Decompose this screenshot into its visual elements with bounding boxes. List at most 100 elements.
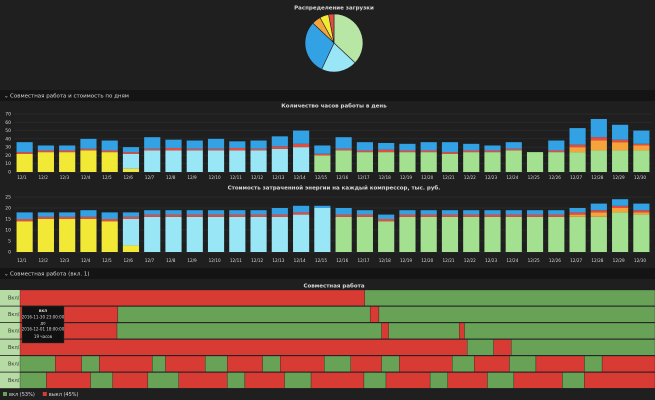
state-segment [350, 355, 382, 372]
state-segment [584, 355, 603, 372]
bar-segment [378, 149, 395, 153]
bar-segment [569, 128, 586, 145]
bar-segment [356, 214, 373, 217]
bar-segment [612, 139, 629, 143]
bar-segment [612, 212, 629, 252]
bar-segment [633, 150, 650, 172]
row-title[interactable]: Совместная работа и стоимость по дням [10, 94, 129, 100]
pie-slice [321, 42, 356, 73]
bar-segment [633, 145, 650, 151]
bar-segment [378, 214, 395, 219]
state-segment [152, 355, 166, 372]
x-tick-label: 12/21 [443, 258, 455, 263]
x-tick-label: 12/10 [209, 258, 221, 263]
bar-segment [548, 210, 565, 215]
x-tick-label: 12/20 [421, 175, 433, 180]
state-segment [535, 355, 585, 372]
bar-segment [80, 138, 97, 149]
bar-segment [441, 153, 459, 172]
bar-segment [335, 208, 352, 215]
bar-segment [548, 152, 565, 172]
x-tick-label: 12/27 [570, 175, 582, 180]
bar-segment [335, 148, 352, 151]
bar-segment [505, 210, 522, 215]
bar-segment [633, 214, 650, 252]
bar-segment [144, 137, 161, 149]
x-tick-label: 12/7 [145, 258, 155, 263]
bar-segment [463, 216, 480, 252]
x-tick-label: 12/19 [400, 258, 412, 263]
row-label-bg [0, 290, 20, 306]
x-tick-label: 12/29 [613, 175, 625, 180]
x-tick-label: 12/25 [528, 258, 540, 263]
state-segment [474, 355, 510, 372]
x-tick-label: 12/2 [38, 175, 48, 180]
bar-segment [165, 139, 182, 148]
bar-segment [356, 152, 373, 172]
state-segment [19, 339, 468, 356]
bar-segment [186, 150, 203, 172]
bar-segment [590, 210, 607, 213]
bar-segment [314, 208, 331, 252]
x-tick-label: 12/15 [315, 175, 327, 180]
bar-segment [80, 216, 97, 219]
state-segment [562, 372, 585, 389]
bar-segment [59, 152, 76, 172]
bar-segment [16, 152, 33, 154]
state-segment [369, 306, 380, 323]
bar-segment [207, 138, 225, 149]
bar-segment [505, 214, 522, 217]
x-tick-label: 12/12 [251, 258, 263, 263]
row-label: Вкл/Л [8, 378, 23, 384]
x-tick-label: 12/30 [634, 175, 646, 180]
bar-segment [569, 144, 586, 148]
x-tick-label: 12/5 [102, 175, 112, 180]
state-segment [378, 306, 655, 323]
x-tick-label: 12/2 [38, 258, 48, 263]
y-tick-label: 50 [5, 128, 11, 134]
bar-segment [293, 143, 310, 148]
bar-segment [37, 150, 54, 153]
state-segment [165, 355, 206, 372]
bar-segment [463, 214, 480, 217]
y-tick-label: 20 [5, 206, 11, 212]
bar-segment [293, 205, 310, 213]
bar-segment [16, 219, 33, 222]
state-segment [99, 355, 153, 372]
bar-segment [144, 150, 161, 172]
bar-segment [420, 214, 437, 217]
row-title[interactable]: Совместная работа (вкл. 1) [10, 272, 90, 278]
bar-segment [59, 150, 76, 153]
bar-segment [16, 221, 33, 252]
bar-segment [420, 152, 437, 172]
bar-segment [101, 140, 118, 151]
x-tick-label: 12/23 [485, 258, 497, 263]
y-tick-label: 20 [5, 153, 11, 159]
state-segment [459, 322, 465, 339]
bar-segment [590, 150, 607, 172]
x-tick-label: 12/16 [336, 258, 348, 263]
bar-segment [165, 150, 182, 172]
state-segment [55, 355, 82, 372]
bar-segment [590, 203, 607, 211]
row-label: Вкл/Л [8, 362, 23, 368]
x-tick-label: 12/10 [209, 175, 221, 180]
bar-segment [569, 212, 586, 215]
state-segment [284, 372, 312, 389]
x-tick-label: 12/4 [81, 175, 91, 180]
state-segment [19, 372, 47, 389]
panel-title: Распределение загрузки [294, 6, 374, 12]
state-segment [385, 372, 431, 389]
row-collapse-icon[interactable]: ⌄ [4, 272, 9, 278]
row-collapse-icon[interactable]: ⌄ [4, 94, 9, 100]
bar-segment [441, 210, 459, 215]
row-label: Вкл/Л [8, 345, 23, 351]
panel-title: Совместная работа [303, 283, 364, 290]
bar-segment [80, 210, 97, 217]
row-label-bg [0, 372, 20, 389]
bar-segment [314, 205, 331, 208]
x-tick-label: 12/1 [17, 258, 27, 263]
bar-segment [484, 216, 501, 252]
tooltip-text: до [40, 321, 46, 326]
bar-segment [399, 210, 416, 215]
